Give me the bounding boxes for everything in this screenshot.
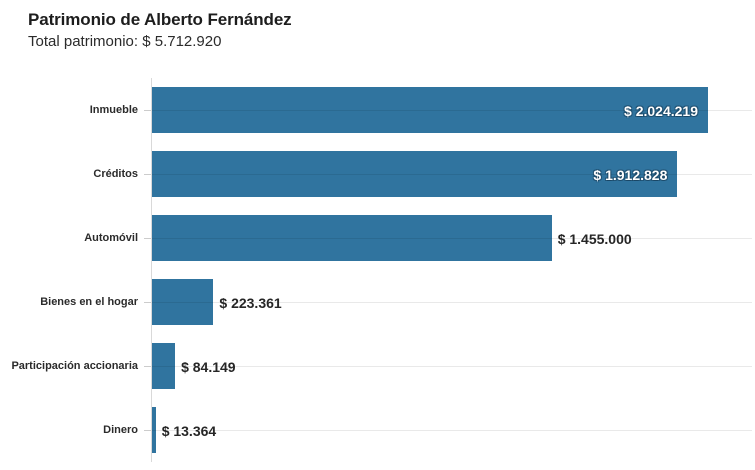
value-label: $ 84.149 — [181, 359, 236, 375]
category-label: Dinero — [103, 424, 138, 436]
bar-row: Créditos $ 1.912.828 — [0, 142, 755, 206]
value-label: $ 13.364 — [161, 423, 217, 439]
bar-row: Inmueble $ 2.024.219 — [0, 78, 755, 142]
bar-row: Dinero $ 13.364 — [0, 398, 755, 462]
bar-row: Participación accionaria $ 84.149 — [0, 334, 755, 398]
value-label: $ 223.361 — [219, 295, 282, 311]
category-label: Inmueble — [89, 104, 138, 116]
gridline — [152, 110, 752, 111]
axis-tick — [144, 174, 151, 175]
gridline — [152, 302, 752, 303]
axis-tick — [144, 366, 151, 367]
category-label: Automóvil — [84, 232, 138, 244]
chart-header: Patrimonio de Alberto Fernández Total pa… — [28, 9, 292, 52]
bar[interactable] — [152, 87, 708, 133]
y-axis-line — [151, 78, 152, 462]
gridline — [152, 430, 752, 431]
gridline — [152, 174, 752, 175]
bar-rows: Inmueble $ 2.024.219 Créditos $ 1.912.828 Au… — [0, 78, 755, 462]
bar[interactable] — [152, 151, 678, 197]
axis-tick — [144, 430, 151, 431]
bar[interactable] — [152, 407, 156, 453]
axis-tick — [144, 110, 151, 111]
category-label: Créditos — [93, 168, 138, 180]
plot-area: Inmueble $ 2.024.219 Créditos $ 1.912.828 Au… — [0, 78, 755, 462]
bar-row: Bienes en el hogar $ 223.361 — [0, 270, 755, 334]
gridline — [152, 238, 752, 239]
bar[interactable] — [152, 343, 176, 389]
category-label: Bienes en el hogar — [40, 296, 138, 308]
chart-title: Patrimonio de Alberto Fernández — [28, 10, 292, 29]
bar[interactable] — [152, 279, 214, 325]
gridline — [152, 366, 752, 367]
bar[interactable] — [152, 215, 552, 261]
chart-subtitle: Total patrimonio: $ 5.712.920 — [28, 33, 222, 50]
axis-tick — [144, 302, 151, 303]
value-label: $ 1.455.000 — [557, 231, 632, 247]
value-label: $ 1.912.828 — [593, 167, 668, 183]
value-label: $ 2.024.219 — [624, 103, 698, 119]
category-label: Participación accionaria — [11, 360, 138, 372]
axis-tick — [144, 238, 151, 239]
bar-row: Automóvil $ 1.455.000 — [0, 206, 755, 270]
